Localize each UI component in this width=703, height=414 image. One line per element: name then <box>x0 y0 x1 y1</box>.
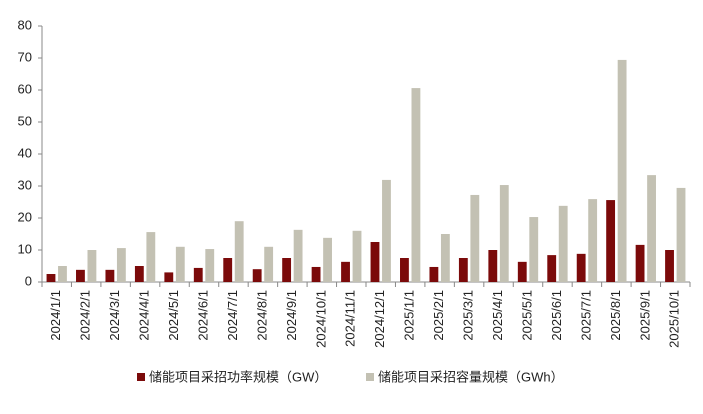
y-tick-label: 60 <box>18 81 32 96</box>
bar <box>164 272 174 282</box>
y-tick-label: 0 <box>25 273 32 288</box>
bar <box>411 88 421 282</box>
x-tick-label: 2025/5/1 <box>519 290 534 341</box>
x-tick-label: 2025/9/1 <box>637 290 652 341</box>
bar <box>116 248 126 282</box>
bar <box>105 269 115 282</box>
bar <box>676 187 686 282</box>
x-tick-label: 2025/8/1 <box>608 290 623 341</box>
bar <box>146 232 156 282</box>
legend-swatch <box>366 373 374 381</box>
x-tick-label: 2025/6/1 <box>549 290 564 341</box>
bar <box>234 221 244 282</box>
x-tick-label: 2024/6/1 <box>195 290 210 341</box>
x-tick-label: 2024/10/1 <box>313 290 328 348</box>
bar <box>205 249 215 282</box>
x-tick-label: 2025/3/1 <box>461 290 476 341</box>
bar <box>517 261 527 282</box>
x-tick-label: 2024/7/1 <box>225 290 240 341</box>
bar <box>665 250 674 282</box>
bar <box>311 266 321 282</box>
y-tick-label: 30 <box>18 177 32 192</box>
x-tick-label: 2024/1/1 <box>48 290 63 341</box>
bar <box>282 258 292 282</box>
bar <box>635 244 645 282</box>
legend-label: 储能项目采招容量规模（GWh） <box>378 369 564 384</box>
bar <box>558 205 568 282</box>
y-tick-label: 70 <box>18 49 32 64</box>
x-tick-label: 2024/12/1 <box>372 290 387 348</box>
bar <box>293 229 303 282</box>
bar <box>134 266 144 282</box>
bar <box>193 267 203 282</box>
bar <box>382 179 391 282</box>
x-tick-label: 2024/3/1 <box>107 290 122 341</box>
bar <box>606 200 616 282</box>
bar <box>46 274 56 282</box>
bar <box>617 59 627 282</box>
x-tick-label: 2025/1/1 <box>402 290 417 341</box>
y-tick-label: 20 <box>18 209 32 224</box>
legend-swatch <box>137 373 145 381</box>
bar <box>576 253 586 282</box>
bar <box>470 194 480 282</box>
bar <box>547 255 557 282</box>
x-tick-label: 2025/4/1 <box>490 290 505 341</box>
x-tick-label: 2024/4/1 <box>137 290 152 341</box>
bar <box>370 242 380 282</box>
bar <box>87 250 97 282</box>
bar <box>223 258 233 282</box>
x-tick-label: 2024/5/1 <box>166 290 181 341</box>
bar <box>252 269 262 282</box>
x-tick-label: 2024/9/1 <box>284 290 299 341</box>
bar <box>647 175 656 282</box>
y-tick-label: 10 <box>18 241 32 256</box>
bar <box>323 237 332 282</box>
bar <box>264 246 274 282</box>
bar <box>588 199 598 282</box>
y-tick-label: 50 <box>18 113 32 128</box>
bar <box>400 258 409 282</box>
bar <box>488 250 498 282</box>
bar <box>529 217 539 282</box>
x-tick-label: 2024/2/1 <box>78 290 93 341</box>
bar <box>58 266 67 282</box>
bar <box>341 261 350 282</box>
x-tick-label: 2025/7/1 <box>578 290 593 341</box>
bar <box>76 269 85 282</box>
bar <box>352 230 362 282</box>
x-tick-label: 2024/11/1 <box>343 290 358 347</box>
x-tick-label: 2025/10/1 <box>667 290 682 348</box>
x-tick-label: 2024/8/1 <box>254 290 269 341</box>
bar <box>440 234 450 282</box>
y-tick-label: 80 <box>18 17 32 32</box>
x-tick-label: 2025/2/1 <box>431 290 446 341</box>
bar <box>429 266 439 282</box>
bar <box>175 246 185 282</box>
bar <box>499 185 509 282</box>
legend-label: 储能项目采招功率规模（GW） <box>149 369 327 384</box>
y-tick-label: 40 <box>18 145 32 160</box>
bar <box>458 258 468 282</box>
